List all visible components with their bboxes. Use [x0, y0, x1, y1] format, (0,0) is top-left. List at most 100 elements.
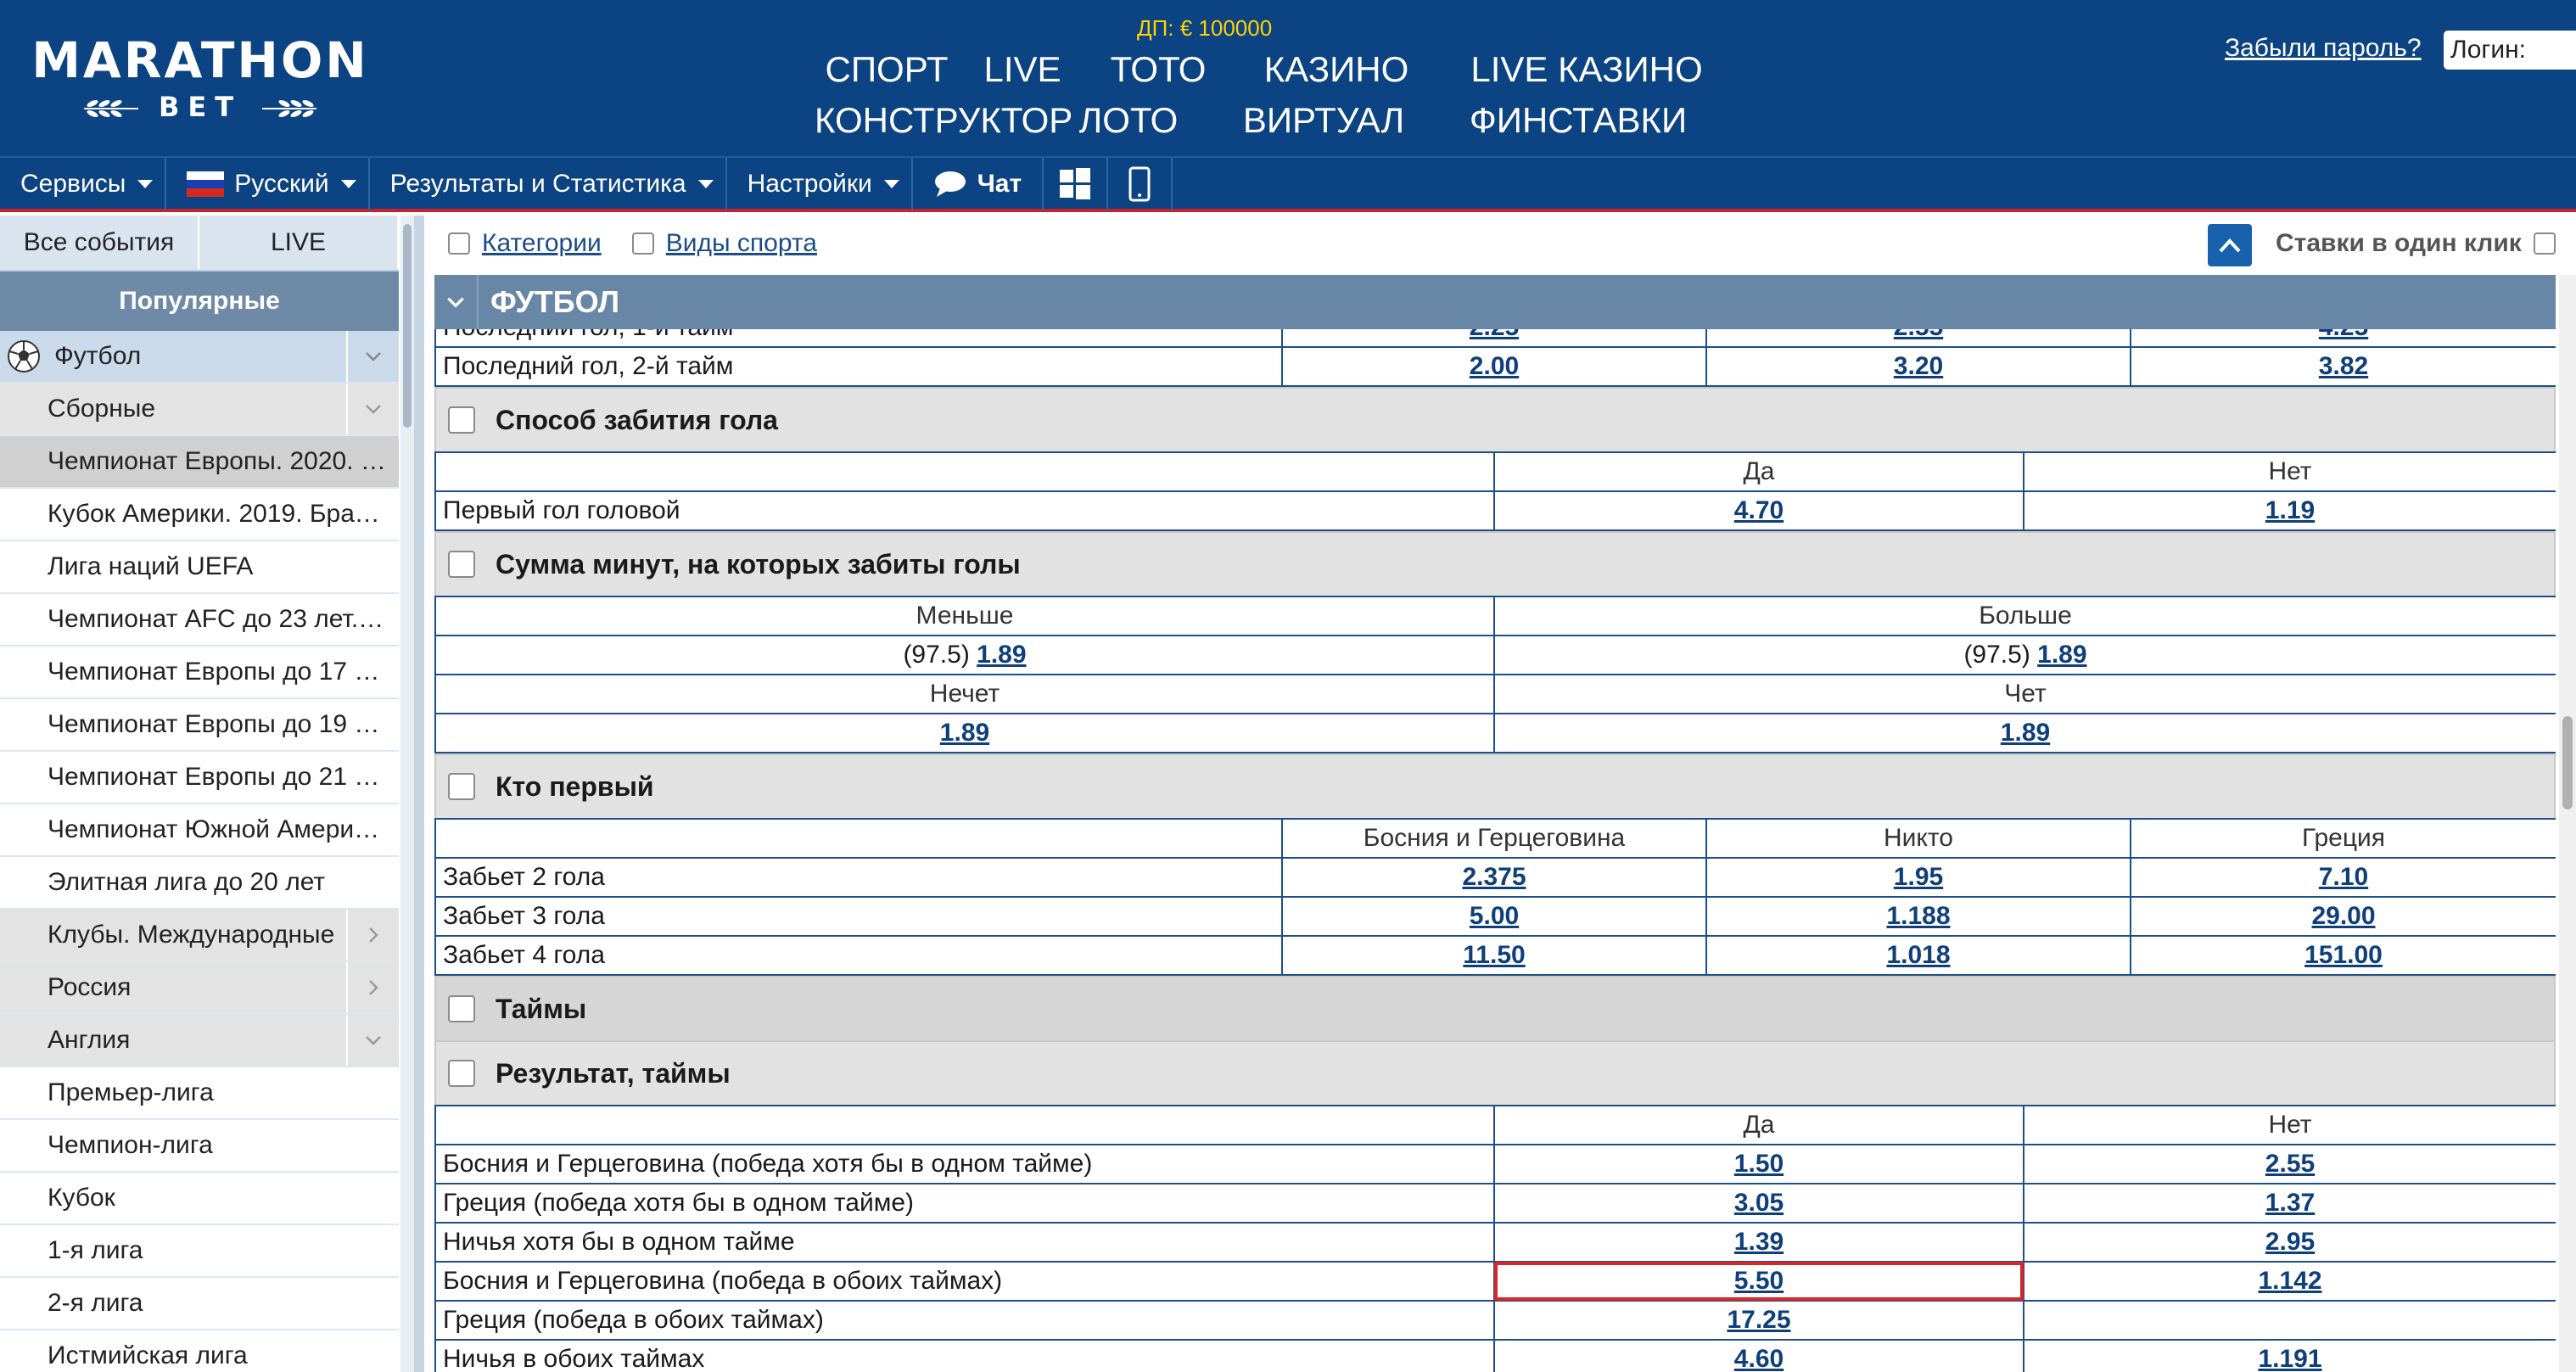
odds-link[interactable]: 4.70: [1733, 496, 1784, 524]
chat-button[interactable]: Чат: [913, 158, 1044, 210]
sidebar-item-euro-2020[interactable]: Чемпионат Европы. 2020. Отборочный турни…: [0, 436, 399, 489]
odds-link[interactable]: 1.018: [1886, 941, 1951, 969]
odds-link[interactable]: 1.89: [977, 641, 1027, 669]
sidebar-item-nations-league[interactable]: Лига наций UEFA: [0, 541, 399, 594]
odds-link[interactable]: 1.191: [2258, 1345, 2322, 1372]
sidebar-scrollbar[interactable]: [400, 216, 414, 1372]
market-group-halves[interactable]: Таймы: [434, 976, 2556, 1040]
tab-live[interactable]: LIVE: [199, 216, 399, 270]
odds-link[interactable]: 151.00: [2304, 941, 2383, 969]
nav-sport[interactable]: СПОРТ: [825, 49, 949, 89]
sport-header[interactable]: ФУТБОЛ: [434, 275, 2556, 329]
settings-menu[interactable]: Настройки: [727, 158, 913, 210]
odds-link[interactable]: 2.55: [2265, 1150, 2316, 1178]
odds-link[interactable]: 3.05: [1733, 1189, 1784, 1217]
odds-link[interactable]: 5.50: [1733, 1267, 1784, 1295]
nav-live-casino[interactable]: LIVE КАЗИНО: [1470, 49, 1703, 89]
sidebar-item-elite-u20[interactable]: Элитная лига до 20 лет: [0, 857, 399, 910]
sidebar-item-football[interactable]: Футбол: [0, 331, 399, 384]
results-menu[interactable]: Результаты и Статистика: [370, 158, 727, 210]
market-checkbox[interactable]: [448, 551, 475, 578]
scrollbar-thumb[interactable]: [403, 224, 412, 428]
odds-link[interactable]: 1.188: [1886, 902, 1951, 930]
popular-header[interactable]: Популярные: [0, 272, 399, 331]
sidebar-item-euro-u19[interactable]: Чемпионат Европы до 19 лет. Отборочный т…: [0, 699, 399, 752]
nav-constructor[interactable]: КОНСТРУКТОР: [815, 100, 1073, 140]
sidebar-item-league-one[interactable]: 1-я лига: [0, 1225, 399, 1278]
odds-link[interactable]: 1.37: [2265, 1189, 2316, 1217]
windows-app-button[interactable]: [1044, 158, 1109, 210]
categories-link[interactable]: Категории: [482, 229, 602, 257]
sidebar-group-england[interactable]: Англия: [0, 1015, 399, 1067]
sidebar-item-isthmian-league[interactable]: Истмийская лига: [0, 1330, 399, 1372]
top-navigation: СПОРТ LIVE ТОТО КАЗИНО LIVE КАЗИНО КОНСТ…: [815, 44, 1816, 146]
sidebar-item-league-two[interactable]: 2-я лига: [0, 1278, 399, 1330]
categories-checkbox[interactable]: [448, 232, 470, 255]
sidebar-item-premier-league[interactable]: Премьер-лига: [0, 1067, 399, 1120]
scrollbar-thumb[interactable]: [2562, 716, 2573, 809]
login-input[interactable]: Логин:: [2444, 31, 2576, 70]
odds-link[interactable]: 1.50: [1733, 1150, 1784, 1178]
nav-live[interactable]: LIVE: [983, 49, 1061, 89]
odds-link[interactable]: 1.19: [2265, 496, 2316, 524]
main-scrollbar[interactable]: [2559, 275, 2576, 1372]
nav-casino[interactable]: КАЗИНО: [1263, 49, 1409, 89]
odds-link[interactable]: 17.25: [1727, 1306, 1791, 1334]
nav-toto[interactable]: ТОТО: [1110, 49, 1207, 89]
sidebar-item-copa-america[interactable]: Кубок Америки. 2019. Бразилия: [0, 489, 399, 541]
collapse-button[interactable]: [2208, 224, 2252, 266]
odds-link[interactable]: 4.25: [2319, 329, 2368, 341]
table-row: Ничья хотя бы в одном тайме 1.39 2.95: [434, 1222, 2556, 1263]
sidebar-item-championship[interactable]: Чемпион-лига: [0, 1120, 399, 1173]
market-checkbox[interactable]: [448, 773, 475, 800]
market-minutes-sum[interactable]: Сумма минут, на которых забиты голы: [434, 531, 2556, 596]
odds-link[interactable]: 1.95: [1893, 863, 1944, 891]
mobile-phone-icon: [1128, 166, 1151, 202]
one-click-bets-checkbox[interactable]: [2534, 232, 2556, 255]
odds-link[interactable]: 2.375: [1462, 863, 1526, 891]
odds-link[interactable]: 2.55: [1894, 329, 1943, 341]
odds-link[interactable]: 1.89: [2000, 719, 2051, 747]
market-checkbox[interactable]: [448, 995, 475, 1022]
nav-finstavki[interactable]: ФИНСТАВКИ: [1469, 100, 1688, 140]
sidebar-group-clubs-international[interactable]: Клубы. Международные: [0, 910, 399, 962]
odds-link[interactable]: 1.89: [2037, 641, 2087, 669]
sports-link[interactable]: Виды спорта: [665, 229, 817, 257]
market-result-halves[interactable]: Результат, таймы: [434, 1040, 2556, 1105]
odds-link[interactable]: 29.00: [2311, 902, 2376, 930]
market-checkbox[interactable]: [448, 1060, 475, 1087]
services-menu[interactable]: Сервисы: [0, 158, 167, 210]
sidebar-group-russia[interactable]: Россия: [0, 962, 399, 1015]
market-checkbox[interactable]: [448, 406, 475, 434]
odds-link[interactable]: 3.20: [1893, 352, 1944, 380]
odds-link[interactable]: 2.00: [1469, 352, 1520, 380]
odds-link[interactable]: 3.82: [2318, 352, 2369, 380]
russia-flag-icon: [187, 171, 225, 197]
logo[interactable]: MARATHON BET: [31, 31, 370, 132]
sidebar-item-south-america-u20[interactable]: Чемпионат Южной Америки до 20 лет: [0, 804, 399, 857]
odds-link[interactable]: 1.142: [2258, 1267, 2322, 1295]
market-who-first[interactable]: Кто первый: [434, 753, 2556, 818]
sidebar-group-national[interactable]: Сборные: [0, 384, 399, 436]
nav-virtual[interactable]: ВИРТУАЛ: [1242, 100, 1405, 140]
sidebar-item-afc-u23[interactable]: Чемпионат AFC до 23 лет. Отборочный турн…: [0, 594, 399, 647]
odds-link[interactable]: 7.10: [2318, 863, 2369, 891]
forgot-password-link[interactable]: Забыли пароль?: [2225, 34, 2422, 62]
language-menu[interactable]: Русский: [166, 158, 370, 210]
sidebar-item-euro-u21[interactable]: Чемпионат Европы до 21 года. Отборочный …: [0, 752, 399, 804]
sidebar-item-cup[interactable]: Кубок: [0, 1173, 399, 1225]
market-goal-method[interactable]: Способ забития гола: [434, 387, 2556, 451]
chevron-down-icon: [366, 405, 381, 414]
tab-all-events[interactable]: Все события: [0, 216, 199, 270]
odds-link[interactable]: 1.89: [939, 719, 990, 747]
odds-link[interactable]: 4.60: [1733, 1345, 1784, 1372]
sports-checkbox[interactable]: [631, 232, 654, 255]
odds-link[interactable]: 2.25: [1470, 329, 1519, 341]
odds-link[interactable]: 5.00: [1469, 902, 1520, 930]
odds-link[interactable]: 2.95: [2265, 1228, 2316, 1256]
sidebar-item-euro-u17[interactable]: Чемпионат Европы до 17 лет. Отборочный т…: [0, 647, 399, 699]
odds-link[interactable]: 11.50: [1463, 941, 1526, 969]
mobile-app-button[interactable]: [1108, 158, 1173, 210]
nav-loto[interactable]: ЛОТО: [1078, 100, 1179, 140]
odds-link[interactable]: 1.39: [1733, 1228, 1784, 1256]
